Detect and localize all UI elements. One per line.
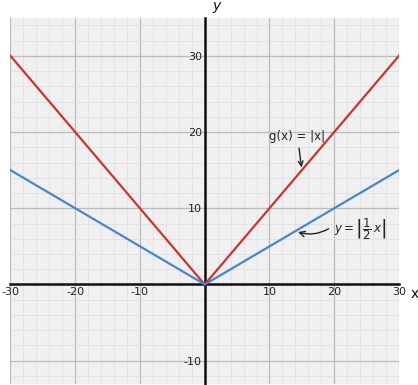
Text: g(x) = |x|: g(x) = |x| [270, 130, 326, 166]
Text: y: y [212, 0, 220, 13]
Text: $y=\left|\dfrac{1}{2}\,x\right|$: $y=\left|\dfrac{1}{2}\,x\right|$ [334, 217, 387, 243]
Text: x: x [411, 287, 418, 301]
